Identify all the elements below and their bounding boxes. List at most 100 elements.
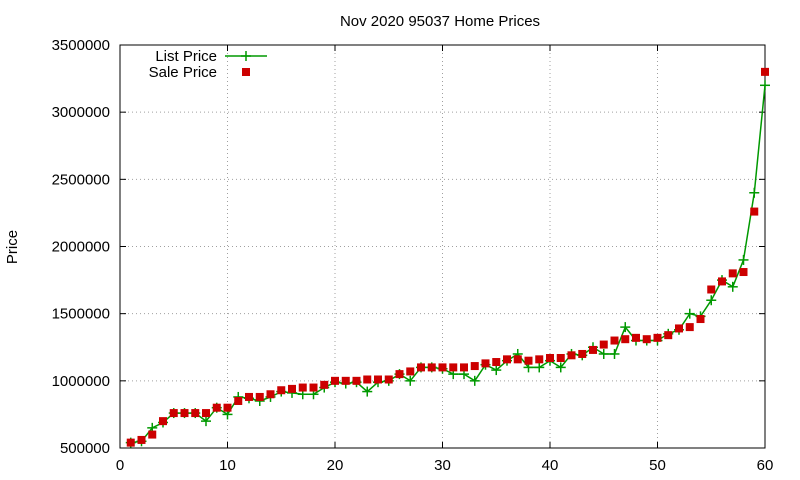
- sale-price-point: [288, 384, 296, 393]
- x-tick-label: 40: [542, 457, 559, 474]
- sale-price-point: [331, 376, 339, 385]
- sale-price-point: [610, 336, 619, 345]
- sale-price-point: [728, 269, 737, 278]
- sale-price-point: [718, 277, 726, 286]
- sale-price-point: [234, 396, 243, 405]
- y-axis-label: Price: [4, 230, 21, 264]
- sale-price-point: [675, 324, 683, 333]
- sale-price-point: [481, 359, 490, 368]
- y-tick-label: 3500000: [52, 37, 110, 54]
- sale-price-point: [266, 390, 275, 399]
- sale-price-point: [438, 363, 447, 372]
- legend-label-list-price: List Price: [155, 48, 217, 65]
- sale-price-point: [503, 355, 511, 364]
- sale-price-point: [169, 409, 178, 418]
- sale-price-point: [406, 367, 415, 376]
- sale-price-point: [352, 376, 361, 385]
- legend: List Price Sale Price: [149, 48, 267, 81]
- sale-price-point: [363, 375, 372, 384]
- sale-price-point: [298, 383, 307, 392]
- sale-price-point: [761, 67, 769, 76]
- sale-price-point: [449, 363, 458, 372]
- list-price-point: [738, 254, 749, 265]
- sale-price-point: [556, 353, 565, 362]
- y-tick-label: 2000000: [52, 239, 110, 256]
- x-tick-label: 50: [649, 457, 666, 474]
- list-price-point: [620, 322, 631, 333]
- legend-marker-sale-price: [242, 68, 250, 76]
- list-price-point: [201, 416, 211, 427]
- sale-price-point: [567, 351, 576, 360]
- list-price-point: [760, 80, 770, 91]
- x-tick-label: 0: [116, 457, 124, 474]
- sale-price-point: [180, 409, 189, 418]
- sale-price-point: [148, 430, 157, 439]
- legend-marker-list-price: [241, 51, 251, 61]
- sale-price-point: [126, 438, 135, 447]
- grid: [120, 45, 765, 448]
- sale-price-point: [460, 363, 468, 372]
- list-price-point: [469, 375, 480, 386]
- list-price-point: [598, 348, 609, 359]
- list-price-point: [534, 362, 545, 373]
- list-price-point: [706, 295, 717, 306]
- y-tick-label: 3000000: [52, 104, 110, 121]
- sale-price-point: [685, 323, 694, 332]
- list-price-point: [749, 187, 760, 198]
- sale-price-point: [137, 435, 146, 444]
- sale-price-point: [492, 358, 501, 367]
- list-price-point: [555, 362, 566, 373]
- sale-price-point: [750, 207, 759, 216]
- x-tick-label: 20: [327, 457, 344, 474]
- y-tick-label: 2500000: [52, 171, 110, 188]
- sale-price-point: [653, 333, 662, 342]
- sale-price-point: [524, 356, 533, 365]
- sale-price-point: [470, 362, 479, 371]
- y-tick-label: 1000000: [52, 373, 110, 390]
- list-price-line: [130, 85, 766, 444]
- sale-price-point: [309, 383, 318, 392]
- plot-border: [119, 44, 766, 449]
- sale-price-point: [341, 376, 350, 385]
- sale-price-point: [427, 363, 436, 372]
- sale-price-point: [320, 380, 329, 389]
- sale-price-point: [621, 335, 630, 344]
- sale-price-point: [642, 335, 651, 344]
- list-price-point: [684, 308, 695, 319]
- x-tick-label: 10: [219, 457, 236, 474]
- sale-price-point: [513, 355, 522, 364]
- list-price-point: [405, 375, 416, 386]
- sale-price-point: [191, 409, 200, 418]
- sale-price-point: [277, 386, 286, 395]
- sale-price-point: [384, 375, 393, 384]
- sale-price-point: [599, 340, 608, 349]
- x-tick-label: 30: [434, 457, 451, 474]
- sale-price-point: [159, 417, 167, 426]
- sale-price-point: [255, 392, 264, 401]
- list-price-point: [727, 281, 738, 292]
- sale-price-point: [223, 403, 232, 412]
- sale-price-point: [696, 315, 705, 324]
- axis-ticks: 0 10 20 30 40 50 60 500000 1000000 1500000 2000000…: [52, 37, 774, 474]
- sale-price-point: [707, 285, 716, 294]
- chart-title: Nov 2020 95037 Home Prices: [340, 13, 540, 30]
- y-tick-label: 1500000: [52, 306, 110, 323]
- list-price-point: [362, 386, 373, 397]
- sale-price-point: [374, 375, 382, 384]
- sale-price-point: [632, 333, 640, 342]
- list-price-point: [609, 348, 620, 359]
- sale-price-point: [202, 409, 210, 418]
- sale-price-point: [212, 403, 221, 412]
- sale-price-point: [589, 345, 597, 354]
- sale-price-point: [395, 370, 404, 379]
- sale-price-point: [546, 353, 554, 362]
- sale-price-point: [664, 331, 673, 340]
- y-tick-label: 500000: [60, 440, 110, 457]
- sale-price-point: [739, 268, 748, 277]
- sale-price-point: [535, 355, 544, 364]
- sale-price-point: [417, 363, 425, 372]
- legend-label-sale-price: Sale Price: [149, 64, 217, 81]
- sale-price-point: [578, 349, 587, 358]
- chart-marks: [125, 67, 770, 448]
